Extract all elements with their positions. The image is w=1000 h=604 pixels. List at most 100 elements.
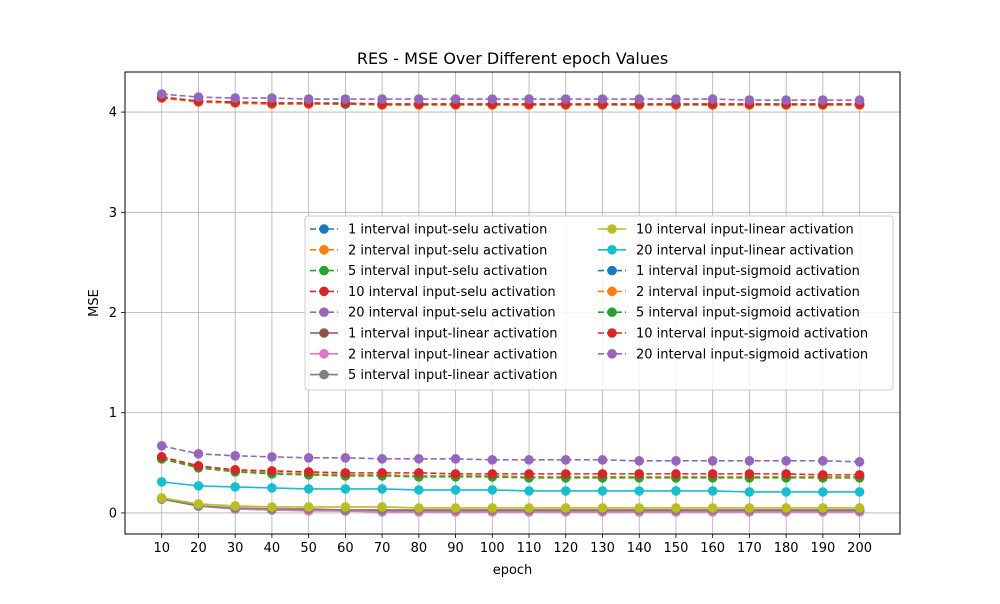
legend-item: 5 interval input-selu activation [310, 264, 547, 279]
data-point [230, 482, 240, 492]
data-point [560, 455, 571, 465]
series-9 [156, 493, 865, 513]
data-point [744, 503, 755, 513]
legend-label: 2 interval input-selu activation [348, 243, 547, 258]
y-tick-label: 3 [109, 206, 117, 221]
data-point [303, 502, 314, 512]
legend-swatch-marker [319, 307, 329, 318]
series-line [161, 458, 860, 479]
data-point [267, 466, 277, 476]
data-point [597, 469, 608, 479]
data-point [524, 503, 534, 513]
data-point [377, 468, 387, 478]
legend-item: 5 interval input-sigmoid activation [598, 306, 860, 321]
legend-label: 1 interval input-linear activation [348, 327, 558, 342]
legend-box [304, 215, 894, 391]
data-point [854, 503, 865, 513]
x-axis-label: epoch [493, 563, 533, 578]
data-point [634, 486, 645, 496]
legend-swatch-marker [607, 245, 617, 255]
x-tick-label: 100 [480, 541, 505, 556]
series-10 [156, 477, 865, 497]
data-point [487, 485, 498, 495]
data-point [818, 503, 828, 513]
data-point [487, 455, 498, 465]
series-line [161, 457, 860, 478]
data-point [267, 483, 277, 493]
data-point [340, 94, 351, 104]
data-point [414, 454, 424, 464]
legend-label: 10 interval input-selu activation [348, 285, 556, 300]
chart-title: RES - MSE Over Different epoch Values [357, 49, 668, 68]
series-line [161, 498, 860, 511]
data-point [340, 502, 351, 512]
x-tick-label: 60 [337, 541, 354, 556]
data-point [781, 487, 791, 497]
data-point [634, 456, 645, 466]
x-tick-label: 90 [447, 541, 464, 556]
legend-item: 20 interval input-selu activation [310, 306, 556, 321]
data-point [303, 453, 314, 463]
data-point [303, 94, 314, 104]
legend-label: 20 interval input-linear activation [636, 243, 854, 258]
data-point [414, 503, 424, 513]
x-tick-label: 30 [227, 541, 244, 556]
data-point [781, 469, 791, 479]
x-tick-label: 70 [374, 541, 391, 556]
series-line [161, 497, 860, 509]
data-point [818, 487, 828, 497]
data-point [377, 94, 387, 104]
legend-label: 2 interval input-linear activation [348, 347, 558, 362]
data-point [671, 94, 681, 104]
legend-swatch-marker [607, 349, 617, 359]
data-point [156, 493, 167, 503]
data-point [414, 94, 424, 104]
data-point [744, 95, 755, 105]
data-point [267, 93, 277, 103]
series-line [161, 97, 860, 106]
x-tick-label: 160 [700, 541, 725, 556]
legend-swatch-marker [319, 328, 329, 338]
data-point [707, 503, 718, 513]
data-point [671, 486, 681, 496]
legend-label: 5 interval input-linear activation [348, 368, 558, 383]
series-line [161, 445, 860, 463]
data-point [156, 452, 167, 462]
legend-label: 20 interval input-sigmoid activation [636, 347, 868, 362]
x-tick-label: 20 [190, 541, 207, 556]
legend-swatch-marker [607, 224, 617, 234]
data-point [854, 470, 865, 480]
data-point [634, 503, 645, 513]
legend-item: 20 interval input-sigmoid activation [598, 347, 868, 362]
x-tick-label: 140 [627, 541, 652, 556]
data-point [193, 499, 204, 509]
legend-item: 2 interval input-selu activation [310, 243, 547, 258]
data-point [340, 468, 351, 478]
data-point [671, 469, 681, 479]
legend-label: 10 interval input-sigmoid activation [636, 327, 868, 342]
data-point [414, 468, 424, 478]
data-point [634, 469, 645, 479]
data-point [597, 503, 608, 513]
x-tick-label: 130 [590, 541, 615, 556]
data-point [560, 486, 571, 496]
series-line [161, 96, 860, 105]
data-point [707, 486, 718, 496]
y-axis-label: MSE [87, 289, 102, 317]
legend-swatch-marker [319, 245, 329, 255]
legend-item: 20 interval input-linear activation [598, 243, 854, 258]
data-point [854, 457, 865, 467]
x-tick-label: 80 [411, 541, 428, 556]
data-point [193, 481, 204, 491]
legend-item: 10 interval input-selu activation [310, 285, 556, 300]
data-point [560, 94, 571, 104]
data-point [230, 501, 240, 511]
data-point [156, 441, 167, 451]
data-point [818, 470, 828, 480]
series-4 [156, 452, 865, 480]
legend-swatch-marker [607, 265, 617, 276]
data-point [671, 456, 681, 466]
x-tick-label: 170 [737, 541, 762, 556]
legend-item: 10 interval input-linear activation [598, 223, 854, 238]
